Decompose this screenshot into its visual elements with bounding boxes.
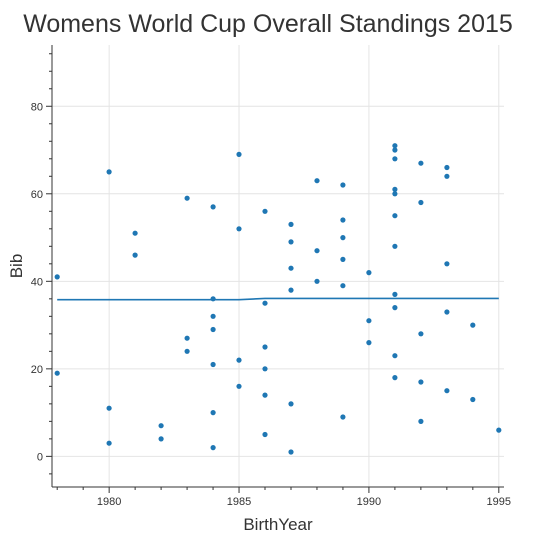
data-point (314, 278, 320, 284)
trend-line (57, 297, 499, 301)
data-point (392, 191, 398, 197)
data-point (288, 265, 294, 271)
data-point (288, 449, 294, 455)
data-point (262, 300, 268, 306)
data-point (210, 326, 216, 333)
data-point (392, 375, 398, 381)
data-point (444, 309, 450, 315)
data-point (418, 379, 424, 385)
data-point (210, 296, 216, 302)
data-point (392, 156, 398, 162)
data-point (210, 361, 216, 368)
x-axis-ticks: 1980 1985 1990 1995 (56, 487, 511, 508)
data-point (54, 370, 60, 376)
data-point (106, 440, 112, 446)
data-point (340, 235, 346, 241)
data-point (392, 143, 398, 149)
data-point (262, 366, 268, 372)
data-point (444, 388, 450, 394)
data-point (210, 410, 216, 416)
data-point (366, 318, 372, 324)
data-point (470, 396, 476, 403)
data-point (106, 405, 112, 411)
data-point (314, 248, 320, 254)
data-point (210, 313, 216, 319)
x-tick-label: 1985 (227, 496, 251, 508)
data-point (392, 213, 398, 219)
data-point (444, 261, 450, 267)
data-point (444, 173, 450, 179)
data-point (392, 186, 398, 192)
y-tick-label: 0 (37, 451, 43, 463)
data-point (314, 178, 320, 184)
x-axis-label: BirthYear (243, 515, 313, 534)
data-point (106, 169, 112, 175)
data-point (392, 353, 398, 359)
data-point (366, 270, 372, 276)
data-point (262, 392, 268, 398)
data-point (210, 204, 216, 210)
data-point (54, 274, 60, 280)
x-tick-label: 1995 (487, 496, 511, 508)
y-tick-label: 20 (31, 364, 43, 376)
data-point (340, 182, 346, 188)
data-point (418, 331, 424, 337)
data-point (340, 283, 346, 289)
data-point (418, 160, 424, 166)
data-point (288, 239, 294, 245)
data-point (288, 221, 294, 227)
data-point (418, 418, 424, 424)
data-point (262, 431, 268, 438)
data-point (496, 427, 502, 433)
x-tick-label: 1990 (357, 496, 381, 508)
data-point (236, 151, 242, 157)
data-point (158, 436, 164, 442)
y-axis-ticks: 0 20 40 60 80 (31, 53, 52, 475)
plot-area (52, 45, 504, 487)
data-point (288, 287, 294, 293)
data-point (418, 199, 424, 206)
trend-line-layer (57, 297, 499, 301)
data-point (236, 357, 242, 363)
data-point (392, 243, 398, 249)
points-layer (54, 143, 502, 455)
data-point (262, 344, 268, 350)
data-point (340, 256, 346, 262)
data-point (366, 340, 372, 346)
data-point (444, 164, 450, 171)
data-point (132, 252, 138, 258)
chart-title: Womens World Cup Overall Standings 2015 (23, 10, 513, 38)
data-point (340, 414, 346, 420)
y-tick-label: 80 (31, 101, 43, 113)
data-point (236, 383, 242, 389)
y-tick-label: 60 (31, 189, 43, 201)
data-point (262, 208, 268, 214)
data-point (132, 230, 138, 236)
y-axis-label: Bib (7, 254, 26, 279)
data-point (392, 291, 398, 297)
data-point (236, 226, 242, 232)
data-point (340, 217, 346, 223)
y-tick-label: 40 (31, 276, 43, 288)
data-point (470, 322, 476, 328)
data-point (184, 335, 190, 341)
data-point (158, 423, 164, 429)
data-point (392, 305, 398, 311)
grid-lines (52, 45, 504, 487)
x-tick-label: 1980 (97, 496, 121, 508)
data-point (184, 348, 190, 354)
data-point (184, 195, 190, 201)
data-point (392, 147, 398, 153)
data-point (288, 401, 294, 407)
data-point (210, 445, 216, 451)
